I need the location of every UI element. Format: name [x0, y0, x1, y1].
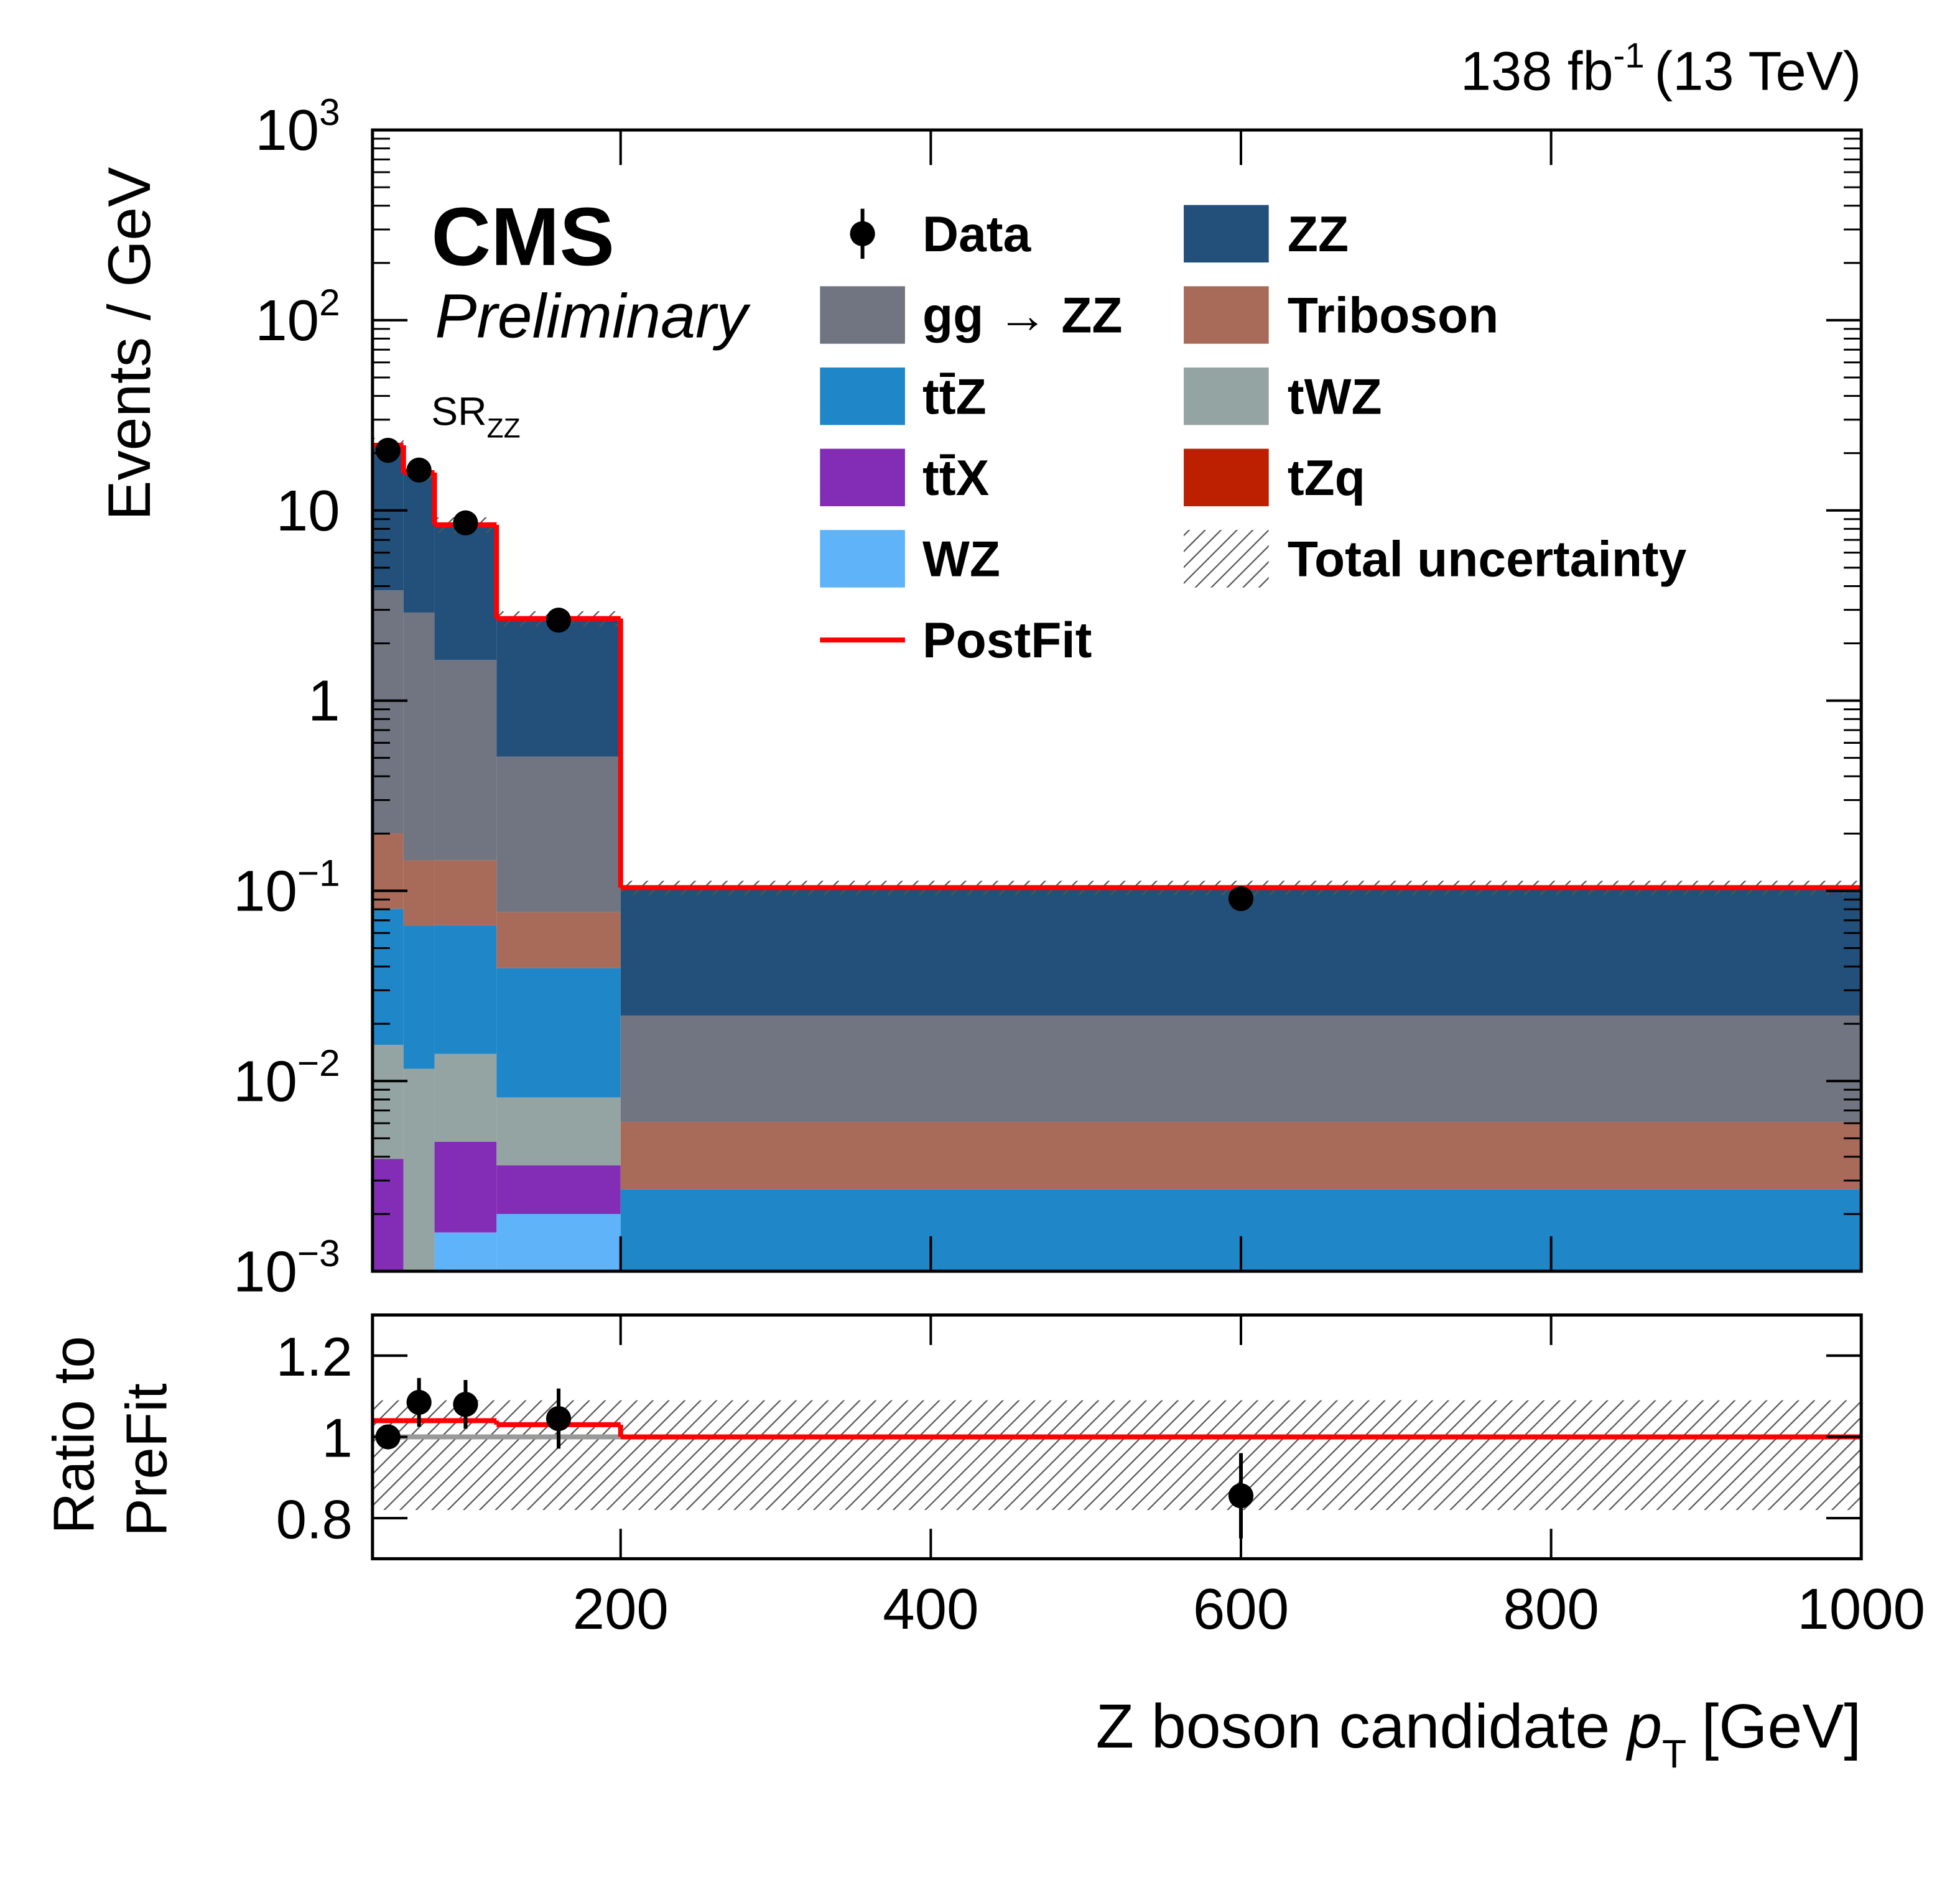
- x-tick-label: 200: [573, 1577, 669, 1641]
- stack-segment: [403, 612, 435, 861]
- stack-segment: [496, 1097, 621, 1165]
- main-plot: [372, 437, 1862, 1371]
- data-point: [375, 437, 401, 463]
- stack-segment: [496, 968, 621, 1098]
- ratio-y-tick-label: 1.2: [276, 1326, 353, 1387]
- y-tick-label: 1: [308, 669, 340, 733]
- legend-label: Triboson: [1288, 288, 1498, 344]
- y-tick-label: 10−2: [233, 1042, 340, 1113]
- stack-segment: [403, 860, 435, 926]
- legend-label: Data: [922, 206, 1031, 262]
- lumi: 138 fb-1 (13 TeV): [1461, 36, 1861, 102]
- stack-segment: [434, 525, 497, 660]
- x-tick-label: 400: [883, 1577, 978, 1641]
- stack-segment: [434, 860, 497, 925]
- x-tick-label: 800: [1503, 1577, 1599, 1641]
- region: SRZZ: [431, 389, 520, 443]
- stack-segment: [372, 1045, 404, 1159]
- legend-marker: [1184, 205, 1269, 263]
- data-point: [453, 510, 478, 535]
- legend-label: tWZ: [1288, 369, 1382, 425]
- stack-segment: [403, 472, 435, 613]
- legend-marker: [850, 221, 875, 246]
- stack-segment: [434, 1232, 497, 1272]
- status: Preliminary: [435, 282, 751, 351]
- stack-segment: [496, 1165, 621, 1215]
- legend-marker: [820, 530, 905, 588]
- ratio-point: [546, 1405, 572, 1432]
- ratio-y-tick-label: 0.8: [276, 1488, 353, 1550]
- x-axis-label: Z boson candidate pT [GeV]: [1096, 1692, 1862, 1776]
- legend-label: tZq: [1288, 450, 1365, 506]
- y-axis-label: Events / GeV: [96, 167, 163, 521]
- legend-marker: [820, 367, 905, 425]
- y-tick-label: 10: [276, 478, 340, 543]
- ratio-point: [453, 1392, 478, 1417]
- data-point: [406, 457, 432, 483]
- y-tick-label: 10−3: [233, 1232, 340, 1303]
- legend-marker: [1184, 448, 1269, 507]
- stack-segment: [372, 1159, 404, 1272]
- ratio-point: [1228, 1483, 1254, 1509]
- data-point: [546, 608, 572, 633]
- stack-segment: [434, 1053, 497, 1142]
- legend-label: tt̄Z: [922, 369, 987, 425]
- legend-label: tt̄X: [922, 450, 989, 506]
- y-tick-label: 10−1: [233, 851, 340, 923]
- stack-segment: [372, 590, 404, 834]
- stack-segment: [434, 925, 497, 1054]
- stack-segment: [404, 1334, 435, 1371]
- stack-segment: [403, 925, 435, 1069]
- legend-marker: [1184, 367, 1269, 425]
- legend-label: Total uncertainty: [1288, 532, 1687, 588]
- experiment: CMS: [431, 191, 615, 283]
- ratio-y-label: Ratio to: [42, 1336, 106, 1534]
- legend-marker: [1184, 530, 1269, 588]
- ratio-y-label: PreFit: [114, 1383, 179, 1537]
- stack-segment: [404, 1313, 435, 1371]
- stack-segment: [372, 909, 404, 1045]
- legend-label: WZ: [922, 532, 1000, 588]
- stack-segment: [496, 619, 621, 757]
- stack-segment: [372, 833, 404, 909]
- stack-segment: [373, 1328, 404, 1333]
- ratio-y-tick-label: 1: [322, 1407, 353, 1469]
- ratio-point: [406, 1389, 432, 1415]
- stack-segment: [620, 1015, 1862, 1122]
- ratio-band: [372, 1400, 1862, 1511]
- y-tick-label: 103: [255, 91, 340, 162]
- stack-segment: [496, 912, 621, 968]
- data-point: [1228, 886, 1254, 912]
- x-tick-label: 600: [1193, 1577, 1289, 1641]
- stack-segment: [496, 1214, 621, 1272]
- stack-segment: [403, 1068, 435, 1272]
- stack-segment: [496, 756, 621, 912]
- legend-marker: [820, 286, 905, 344]
- y-tick-label: 102: [255, 281, 340, 353]
- legend-marker: [820, 448, 905, 507]
- legend-label: gg → ZZ: [922, 288, 1122, 344]
- ratio-plot: [372, 1378, 1862, 1539]
- stack-segment: [620, 1121, 1862, 1190]
- legend-marker: [1184, 286, 1269, 344]
- x-tick-label: 1000: [1797, 1577, 1925, 1641]
- legend-label: ZZ: [1288, 206, 1349, 262]
- legend-label: PostFit: [922, 613, 1092, 669]
- stack-segment: [434, 660, 497, 861]
- stack-segment: [434, 1141, 497, 1233]
